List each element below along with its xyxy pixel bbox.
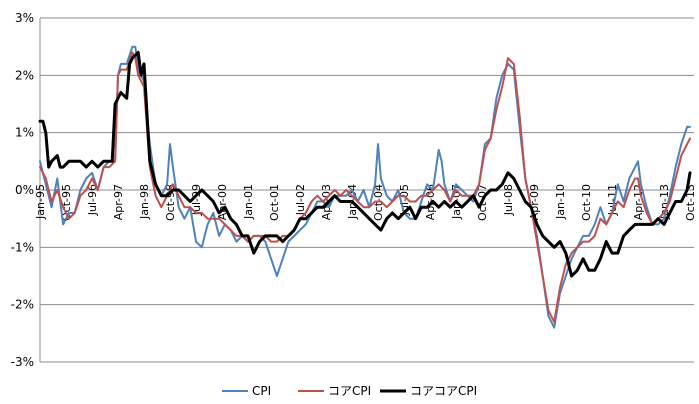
x-tick-label: Jul-08 — [502, 184, 515, 216]
y-tick-label: -3% — [11, 355, 34, 369]
series-line-0 — [39, 45, 691, 329]
x-tick-label: Oct-13 — [684, 184, 697, 221]
x-tick-label: Jul-02 — [294, 184, 307, 216]
y-tick-label: 2% — [15, 68, 34, 82]
x-tick-labels: Jan-95 Oct-95 Jul-96 Apr-97 Jan-98 Oct-98 Jul-… — [34, 184, 697, 221]
x-tick-label: Jan-10 — [554, 184, 567, 220]
legend: CPI コアCPI コアコアCPI — [222, 384, 477, 398]
series-line-2 — [38, 50, 692, 278]
y-tick-label: 0% — [15, 183, 34, 197]
series-line-1 — [39, 51, 691, 323]
y-tick-label: 3% — [15, 11, 34, 25]
x-tick-label: Apr-00 — [216, 184, 229, 220]
x-tick-label: Jan-98 — [138, 184, 151, 220]
y-tick-label: -2% — [11, 298, 34, 312]
x-tick-label: Apr-12 — [632, 184, 645, 220]
x-tick-label: Oct-10 — [580, 184, 593, 221]
legend-label-2: コアコアCPI — [410, 384, 477, 398]
x-tick-label: Jul-96 — [86, 184, 99, 216]
series-lines — [38, 45, 692, 329]
x-tick-label: Oct-01 — [268, 184, 281, 221]
x-tick-label: Jan-01 — [242, 184, 255, 220]
x-tick-label: Oct-95 — [60, 184, 73, 221]
y-tick-label: -1% — [11, 240, 34, 254]
y-tick-label: 1% — [15, 126, 34, 140]
legend-label-1: コアCPI — [328, 384, 371, 398]
y-tick-labels: 3% 2% 1% 0% -1% -2% -3% — [11, 11, 34, 369]
legend-label-0: CPI — [252, 384, 271, 398]
x-tick-label: Jan-13 — [658, 184, 671, 220]
x-tick-label: Apr-97 — [112, 184, 125, 220]
x-tick-label: Jan-95 — [34, 184, 47, 220]
